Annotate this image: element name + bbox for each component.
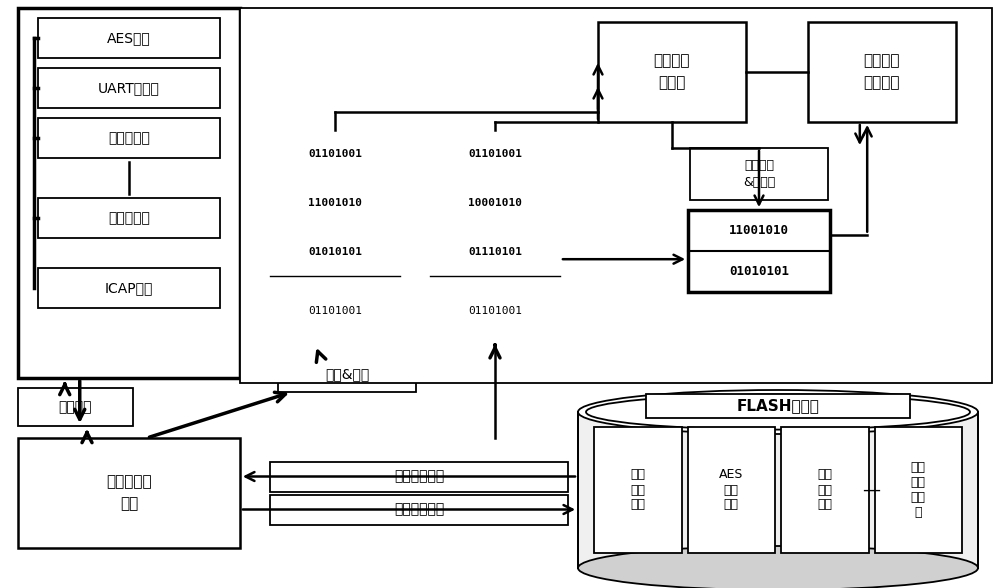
Bar (270, 495, 568, 524)
Bar (38, 198, 220, 238)
Text: 01101001: 01101001 (468, 149, 522, 159)
Bar (278, 356, 416, 392)
Bar (18, 438, 240, 548)
Bar (18, 8, 240, 378)
Bar (690, 148, 828, 200)
Text: 01101001: 01101001 (308, 306, 362, 316)
Bar (598, 22, 746, 122)
Bar (38, 18, 220, 58)
Text: 三角解算核: 三角解算核 (108, 211, 150, 225)
Bar (646, 394, 910, 418)
Bar (594, 427, 682, 553)
Text: 01110101: 01110101 (468, 247, 522, 257)
Text: AES
加密
配置: AES 加密 配置 (719, 469, 743, 512)
Text: 01010101: 01010101 (308, 247, 362, 257)
Text: 故障模块
&故障帧: 故障模块 &故障帧 (743, 159, 775, 189)
Text: 图像
灰度
预处
理: 图像 灰度 预处 理 (911, 461, 926, 519)
Text: 01010101: 01010101 (729, 265, 789, 278)
Text: FLASH存储器: FLASH存储器 (737, 399, 819, 413)
Text: 01101001: 01101001 (468, 306, 522, 316)
Ellipse shape (578, 390, 978, 434)
Text: 配置信息: 配置信息 (59, 400, 92, 414)
Bar (781, 427, 868, 553)
Text: 高性能微处
理器: 高性能微处 理器 (106, 475, 152, 512)
Bar (430, 130, 560, 345)
Text: 图像处理核: 图像处理核 (108, 131, 150, 145)
Bar (38, 268, 220, 308)
Bar (874, 427, 962, 553)
Text: 串口
配置
信息: 串口 配置 信息 (817, 469, 832, 512)
Bar (688, 427, 775, 553)
Text: ICAP接口: ICAP接口 (105, 281, 153, 295)
Bar (688, 210, 830, 292)
Bar (240, 8, 992, 383)
Text: 回读&抓取: 回读&抓取 (325, 367, 369, 381)
Text: UART控制器: UART控制器 (98, 81, 160, 95)
Text: 11001010: 11001010 (308, 198, 362, 208)
Ellipse shape (578, 546, 978, 588)
Bar (270, 130, 400, 345)
Bar (808, 22, 956, 122)
Text: 配置文件读取: 配置文件读取 (394, 469, 444, 483)
Text: 故障粗粒
度定位: 故障粗粒 度定位 (654, 54, 690, 91)
Bar (38, 68, 220, 108)
Text: 01101001: 01101001 (308, 149, 362, 159)
Bar (578, 412, 978, 568)
Bar (18, 388, 133, 426)
Text: AES加密: AES加密 (107, 31, 151, 45)
Text: 故障帧细
粒度定位: 故障帧细 粒度定位 (864, 54, 900, 91)
Bar (38, 118, 220, 158)
Bar (270, 462, 568, 492)
Text: 三角
解算
配置: 三角 解算 配置 (630, 469, 645, 512)
Bar (578, 390, 978, 412)
Text: 11001010: 11001010 (729, 224, 789, 237)
Text: 配置文件存储: 配置文件存储 (394, 503, 444, 516)
Text: 10001010: 10001010 (468, 198, 522, 208)
Text: —: — (862, 481, 881, 499)
